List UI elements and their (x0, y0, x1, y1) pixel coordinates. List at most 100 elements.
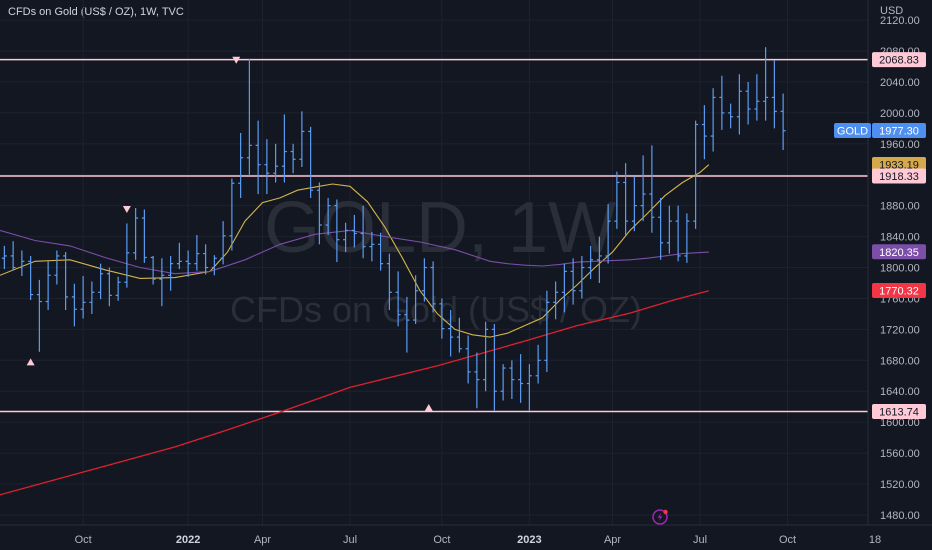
lightning-bolt-icon[interactable] (652, 509, 668, 525)
ohlc-bar (89, 281, 95, 314)
ohlc-bar (203, 244, 209, 275)
pivot-low-marker (424, 404, 433, 412)
ohlc-bar (754, 74, 760, 121)
ohlc-bar (369, 231, 375, 262)
x-tick-label: Jul (693, 534, 707, 546)
ohlc-bar (728, 103, 734, 129)
ohlc-bar (10, 241, 16, 271)
watermark-symbol: GOLD, 1W (264, 188, 616, 268)
x-tick-label: Apr (254, 534, 271, 546)
ohlc-bar (106, 267, 112, 307)
ohlc-bar (334, 199, 340, 263)
ohlc-bar (98, 263, 104, 300)
x-tick-label: 2023 (517, 534, 541, 546)
ohlc-bars (1, 47, 786, 411)
y-tick-label: 1960.00 (880, 139, 920, 151)
ohlc-bar (736, 74, 742, 135)
ohlc-bar (570, 258, 576, 305)
y-tick-label: 2120.00 (880, 15, 920, 27)
ohlc-bar (386, 253, 392, 311)
ohlc-bar (36, 279, 42, 352)
ohlc-bar (465, 335, 471, 384)
ohlc-bar (579, 255, 585, 299)
ohlc-bar (238, 132, 244, 198)
ohlc-bar (281, 114, 287, 183)
x-axis-ticks[interactable]: Oct 2022 Apr Jul Oct 2023 Apr Jul Oct 18 (75, 534, 882, 546)
ohlc-bar (763, 47, 769, 121)
price-tag: 1977.30 GOLD (834, 122, 926, 138)
watermark-description: CFDs on Gold (US$ / OZ) (230, 289, 642, 330)
ohlc-bar (553, 281, 559, 320)
price-tags: 2068.831977.30GOLD1933.191918.331820.351… (834, 52, 926, 420)
x-tick-label: Oct (779, 534, 796, 546)
ohlc-bar (456, 317, 462, 353)
ohlc-bar (71, 283, 77, 327)
price-scale-background[interactable] (868, 0, 932, 525)
y-tick-label: 1560.00 (880, 448, 920, 460)
price-tag-label: 1918.33 (879, 171, 919, 183)
ohlc-bar (141, 209, 147, 263)
ohlc-bar (614, 171, 620, 229)
price-tag-bg (872, 122, 926, 138)
ma-mid-line (0, 229, 709, 275)
ohlc-bar (229, 178, 235, 251)
ohlc-bar (28, 255, 34, 300)
price-tag-bg (872, 244, 926, 260)
ohlc-bar (693, 120, 699, 229)
ohlc-bar (421, 258, 427, 302)
ohlc-bar (526, 364, 532, 411)
ohlc-bar (246, 58, 252, 175)
ohlc-bar (176, 242, 182, 270)
y-tick-label: 1840.00 (880, 232, 920, 244)
y-tick-label: 1680.00 (880, 355, 920, 367)
ohlc-bar (483, 321, 489, 392)
ohlc-bar (666, 205, 672, 254)
symbol-badge-bg (834, 122, 871, 138)
price-tag-bg (872, 282, 926, 298)
ohlc-bar (360, 205, 366, 259)
y-tick-label: 1800.00 (880, 263, 920, 275)
ohlc-bar (561, 263, 567, 313)
price-tag: 1918.33 (872, 168, 926, 184)
x-tick-label: 18 (869, 534, 881, 546)
ohlc-bar (623, 163, 629, 236)
support-resistance-lines[interactable] (0, 58, 868, 413)
ohlc-bar (491, 323, 497, 411)
x-tick-label: Oct (75, 534, 92, 546)
ohlc-bar (544, 290, 550, 372)
price-tag-bg (872, 157, 926, 173)
ohlc-bar (658, 197, 664, 260)
ohlc-bar (395, 271, 401, 327)
ohlc-bar (780, 93, 786, 150)
ohlc-bar (605, 204, 611, 264)
ohlc-bar (439, 298, 445, 339)
ohlc-bar (500, 364, 506, 401)
price-tag-bg (872, 168, 926, 184)
y-tick-label: 1880.00 (880, 201, 920, 213)
ohlc-bar (159, 258, 165, 307)
ohlc-bar (115, 276, 121, 301)
ohlc-bar (316, 182, 322, 245)
ohlc-bar (133, 207, 139, 260)
ohlc-bar (325, 197, 331, 236)
ohlc-bar (299, 111, 305, 168)
ohlc-bar (185, 250, 191, 277)
price-tag-label: 2068.83 (879, 55, 919, 67)
symbol-badge-label: GOLD (837, 125, 868, 137)
ohlc-bar (150, 255, 156, 285)
y-tick-label: 1480.00 (880, 510, 920, 522)
ohlc-bar (596, 236, 602, 283)
ohlc-bar (220, 221, 226, 265)
ohlc-bar (290, 143, 296, 174)
pivot-low-marker (26, 358, 35, 366)
ohlc-bar (640, 155, 646, 222)
price-tag: 1820.35 (872, 244, 926, 260)
price-tag-bg (872, 52, 926, 68)
ohlc-bar (404, 296, 410, 353)
ohlc-bar (273, 143, 279, 183)
ohlc-bar (518, 354, 524, 403)
ohlc-bar (19, 250, 25, 277)
ohlc-bar (211, 255, 217, 276)
pivot-high-marker (122, 205, 131, 213)
